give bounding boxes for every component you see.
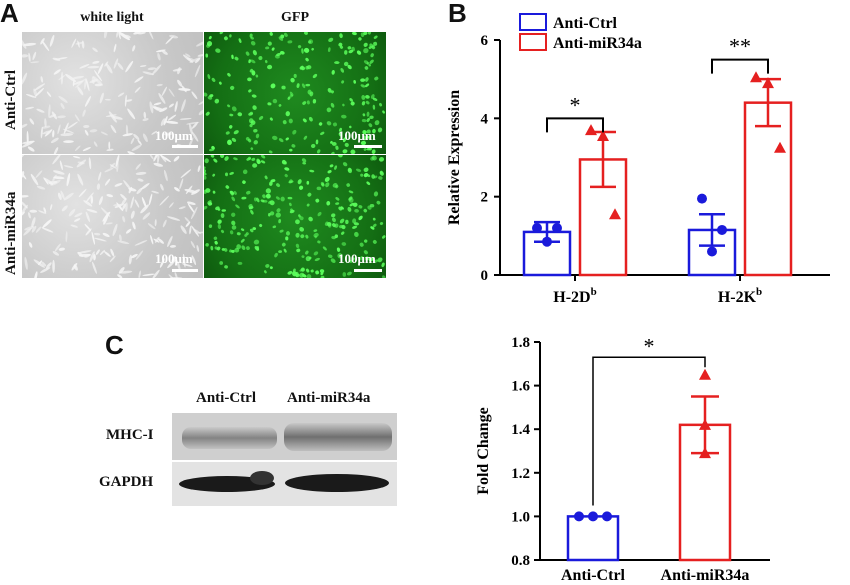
scale-bar [354, 269, 382, 272]
significance-marker: * [644, 333, 655, 358]
data-point [574, 511, 584, 522]
blot-row-label-mhc-i: MHC-I [106, 427, 154, 443]
data-point [585, 124, 597, 136]
y-tick-label: 4 [481, 111, 489, 127]
micrograph-gfp-anti-mir34a: 100μm [204, 155, 386, 278]
y-tick-label: 1.4 [511, 422, 530, 438]
micrograph-gfp-anti-ctrl: 100μm [204, 32, 386, 154]
data-point [774, 141, 786, 153]
panel-b-chart: 0 2 4 6 Relative Expression H-2Db * H-2Kb ** Anti… [446, 13, 830, 306]
x-tick-label: H-2Db [553, 286, 596, 306]
scale-bar [172, 145, 198, 148]
data-point [699, 418, 711, 430]
data-point [750, 71, 762, 83]
y-tick-label: 1.0 [511, 509, 530, 525]
y-tick-label: 0.8 [511, 553, 530, 569]
column-header-white-light: white light [80, 10, 144, 25]
significance-bracket [592, 356, 706, 506]
panel-b-letter: B [448, 0, 467, 28]
y-tick-label: 2 [481, 190, 489, 206]
panel-c-letter: C [105, 330, 124, 360]
legend-swatch [519, 33, 547, 51]
row-label-anti-mir34a: Anti-miR34a [3, 191, 19, 275]
y-tick-label: 0 [481, 268, 489, 284]
y-tick-label: 1.2 [511, 466, 530, 482]
data-point [697, 193, 707, 204]
significance-marker: * [570, 92, 581, 117]
data-point [588, 511, 598, 522]
blot-header-anti-ctrl: Anti-Ctrl [196, 390, 256, 406]
blot-header-anti-mir34a: Anti-miR34a [287, 390, 371, 406]
x-tick-label: Anti-miR34a [661, 567, 750, 584]
legend-label: Anti-Ctrl [553, 15, 618, 32]
bar [743, 101, 793, 277]
data-point [602, 511, 612, 522]
panel-a-letter: A [0, 0, 19, 28]
micrograph-brightfield-anti-mir34a: 100μm [22, 155, 203, 278]
data-point [707, 246, 717, 257]
column-header-gfp: GFP [281, 10, 309, 25]
data-point [542, 236, 552, 247]
x-tick-label: Anti-Ctrl [561, 567, 626, 584]
western-blot-gapdh [172, 462, 397, 506]
y-axis-label: Relative Expression [446, 90, 463, 225]
data-point [597, 129, 609, 141]
legend-swatch [519, 13, 547, 31]
significance-marker: ** [729, 34, 751, 59]
data-point [699, 447, 711, 459]
data-point [609, 208, 621, 220]
bar [566, 515, 620, 562]
micrograph-brightfield-anti-ctrl: 100μm [22, 32, 203, 154]
y-tick-label: 6 [481, 33, 489, 49]
legend-label: Anti-miR34a [553, 35, 642, 52]
data-point [717, 224, 727, 235]
y-tick-label: 1.6 [511, 379, 530, 395]
scale-label: 100μm [338, 128, 376, 143]
scale-label: 100μm [155, 128, 193, 143]
panel-c-chart: 0.8 1.0 1.2 1.4 1.6 1.8 Fold Change Anti-Ctrl An… [475, 333, 770, 584]
scale-bar [172, 269, 198, 272]
scale-label: 100μm [155, 251, 193, 266]
significance-bracket [711, 58, 769, 74]
y-axis-label: Fold Change [475, 407, 492, 495]
data-point [552, 223, 562, 233]
row-label-anti-ctrl: Anti-Ctrl [3, 70, 19, 130]
scale-label: 100μm [338, 251, 376, 266]
significance-bracket [546, 117, 604, 133]
scale-bar [354, 145, 382, 148]
blot-row-label-gapdh: GAPDH [99, 474, 154, 490]
data-point [762, 77, 774, 89]
data-point [532, 223, 542, 233]
western-blot-mhc-i [172, 413, 397, 460]
x-tick-label: H-2Kb [718, 286, 762, 306]
y-tick-label: 1.8 [511, 335, 530, 351]
data-point [699, 368, 711, 380]
